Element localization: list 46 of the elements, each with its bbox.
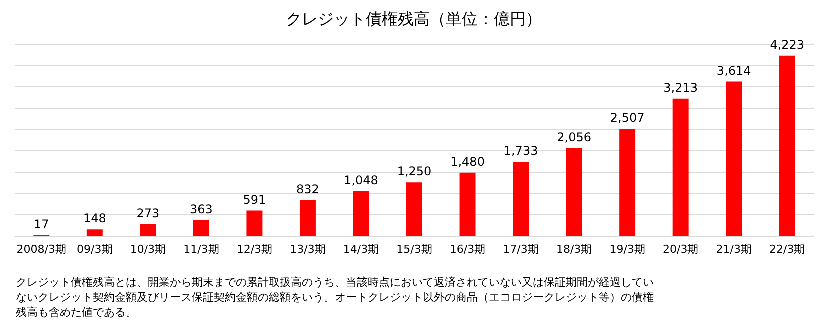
- data-label: 3,614: [716, 64, 752, 78]
- x-tick-label: 16/3期: [450, 243, 486, 256]
- bar: [620, 129, 636, 236]
- data-label: 1,048: [344, 173, 378, 188]
- bar: [460, 172, 476, 236]
- data-label: 832: [296, 182, 320, 196]
- data-label: 1,733: [504, 144, 538, 158]
- x-tick-label: 15/3期: [396, 243, 432, 256]
- bar: [406, 182, 422, 236]
- data-label: 363: [190, 202, 213, 217]
- bar: [140, 224, 156, 236]
- x-tick-label: 22/3期: [770, 243, 806, 256]
- x-tick-label: 13/3期: [290, 243, 326, 256]
- x-tick-label: 18/3期: [556, 243, 592, 256]
- text: クレジット債権残高とは、開業から期末までの累計取扱高のうち、当該時点において返済されていない又は保証期間が経過していないクレジット契約金額及びリース保証契約金額の総額をいう。オートクレジット以外の商品（エコロジークレジット等）の債権残高も含めた値である。: [16, 276, 654, 319]
- bar: [193, 220, 210, 236]
- bar: [246, 210, 263, 236]
- bar: [672, 98, 689, 236]
- data-label: 148: [83, 212, 106, 226]
- x-tick-label: 17/3期: [503, 243, 539, 256]
- data-label: 1,480: [450, 154, 485, 169]
- bar: [566, 148, 582, 236]
- bar: [779, 56, 796, 236]
- x-tick-label: 2008/3期: [16, 243, 66, 256]
- x-tick-label: 19/3期: [610, 243, 646, 256]
- x-tick-label: 11/3期: [184, 243, 220, 256]
- x-tick-label: 10/3期: [130, 243, 166, 256]
- bar: [300, 200, 316, 236]
- x-tick-label: 21/3期: [716, 243, 752, 256]
- data-label: 17: [34, 217, 50, 232]
- x-tick-label: 09/3期: [77, 243, 113, 256]
- data-label: 4,223: [770, 38, 805, 52]
- bar: [86, 230, 103, 236]
- data-label: 273: [136, 206, 160, 220]
- data-label: 1,250: [397, 164, 432, 179]
- bar: [353, 191, 370, 236]
- bar: [726, 82, 742, 236]
- bar: [513, 162, 530, 236]
- x-tick-label: 14/3期: [343, 243, 380, 256]
- chart-title: クレジット債権残高（単位：億円）: [286, 10, 542, 28]
- data-label: 3,213: [664, 80, 698, 95]
- data-label: 591: [243, 192, 266, 207]
- data-label: 2,056: [557, 130, 592, 144]
- x-tick-label: 12/3期: [236, 243, 273, 256]
- data-label: 2,507: [610, 111, 645, 126]
- x-tick-label: 20/3期: [662, 243, 699, 256]
